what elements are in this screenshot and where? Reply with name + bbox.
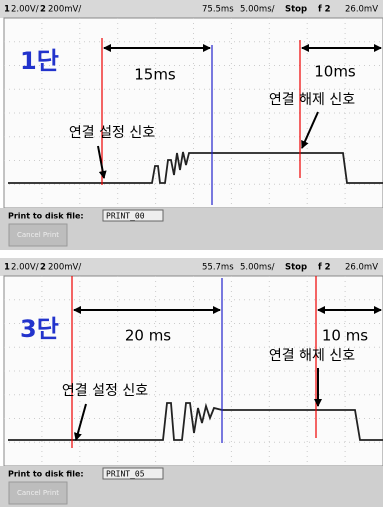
header-text: 1 <box>4 5 10 15</box>
header-text: 55.7ms <box>202 263 234 273</box>
header-text: 1 <box>4 263 10 273</box>
header-text: 2 <box>40 263 46 273</box>
header-text: 75.5ms <box>202 5 234 15</box>
header-text: f 2 <box>318 263 331 273</box>
interval-label: 10ms <box>314 63 356 81</box>
header-text: 5.00ms/ <box>240 5 275 15</box>
header-text: Stop <box>285 5 307 15</box>
header-text: 5.00ms/ <box>240 263 275 273</box>
print-label: Print to disk file: <box>8 212 84 221</box>
header-text: 200mV/ <box>48 5 81 15</box>
file-name: PRINT_05 <box>106 470 145 479</box>
header-text: 2.00V/ <box>11 5 39 15</box>
header-text: 200mV/ <box>48 263 81 273</box>
cancel-button-label: Cancel Print <box>17 231 59 239</box>
interval-label: 20 ms <box>125 327 171 345</box>
setup-label: 연결 설정 신호 <box>69 125 155 141</box>
cancel-button-label: Cancel Print <box>17 489 59 497</box>
page: 12.00V/2200mV/75.5ms5.00ms/Stopf 226.0mV… <box>0 0 383 507</box>
header-text: 26.0mV <box>345 263 378 273</box>
release-label: 연결 해제 신호 <box>269 348 355 364</box>
screenshots: 12.00V/2200mV/75.5ms5.00ms/Stopf 226.0mV… <box>0 0 383 507</box>
header-text: Stop <box>285 263 307 273</box>
stage-label: 1단 <box>20 47 59 75</box>
stage-label: 3단 <box>20 315 59 343</box>
interval-label: 15ms <box>134 66 176 84</box>
file-name: PRINT_00 <box>106 212 145 221</box>
print-label: Print to disk file: <box>8 470 84 479</box>
release-label: 연결 해제 신호 <box>269 92 355 108</box>
interval-label: 10 ms <box>322 327 368 345</box>
header-text: 2.00V/ <box>11 263 39 273</box>
setup-label: 연결 설정 신호 <box>62 383 148 399</box>
header-text: f 2 <box>318 5 331 15</box>
header-text: 2 <box>40 5 46 15</box>
header-text: 26.0mV <box>345 5 378 15</box>
